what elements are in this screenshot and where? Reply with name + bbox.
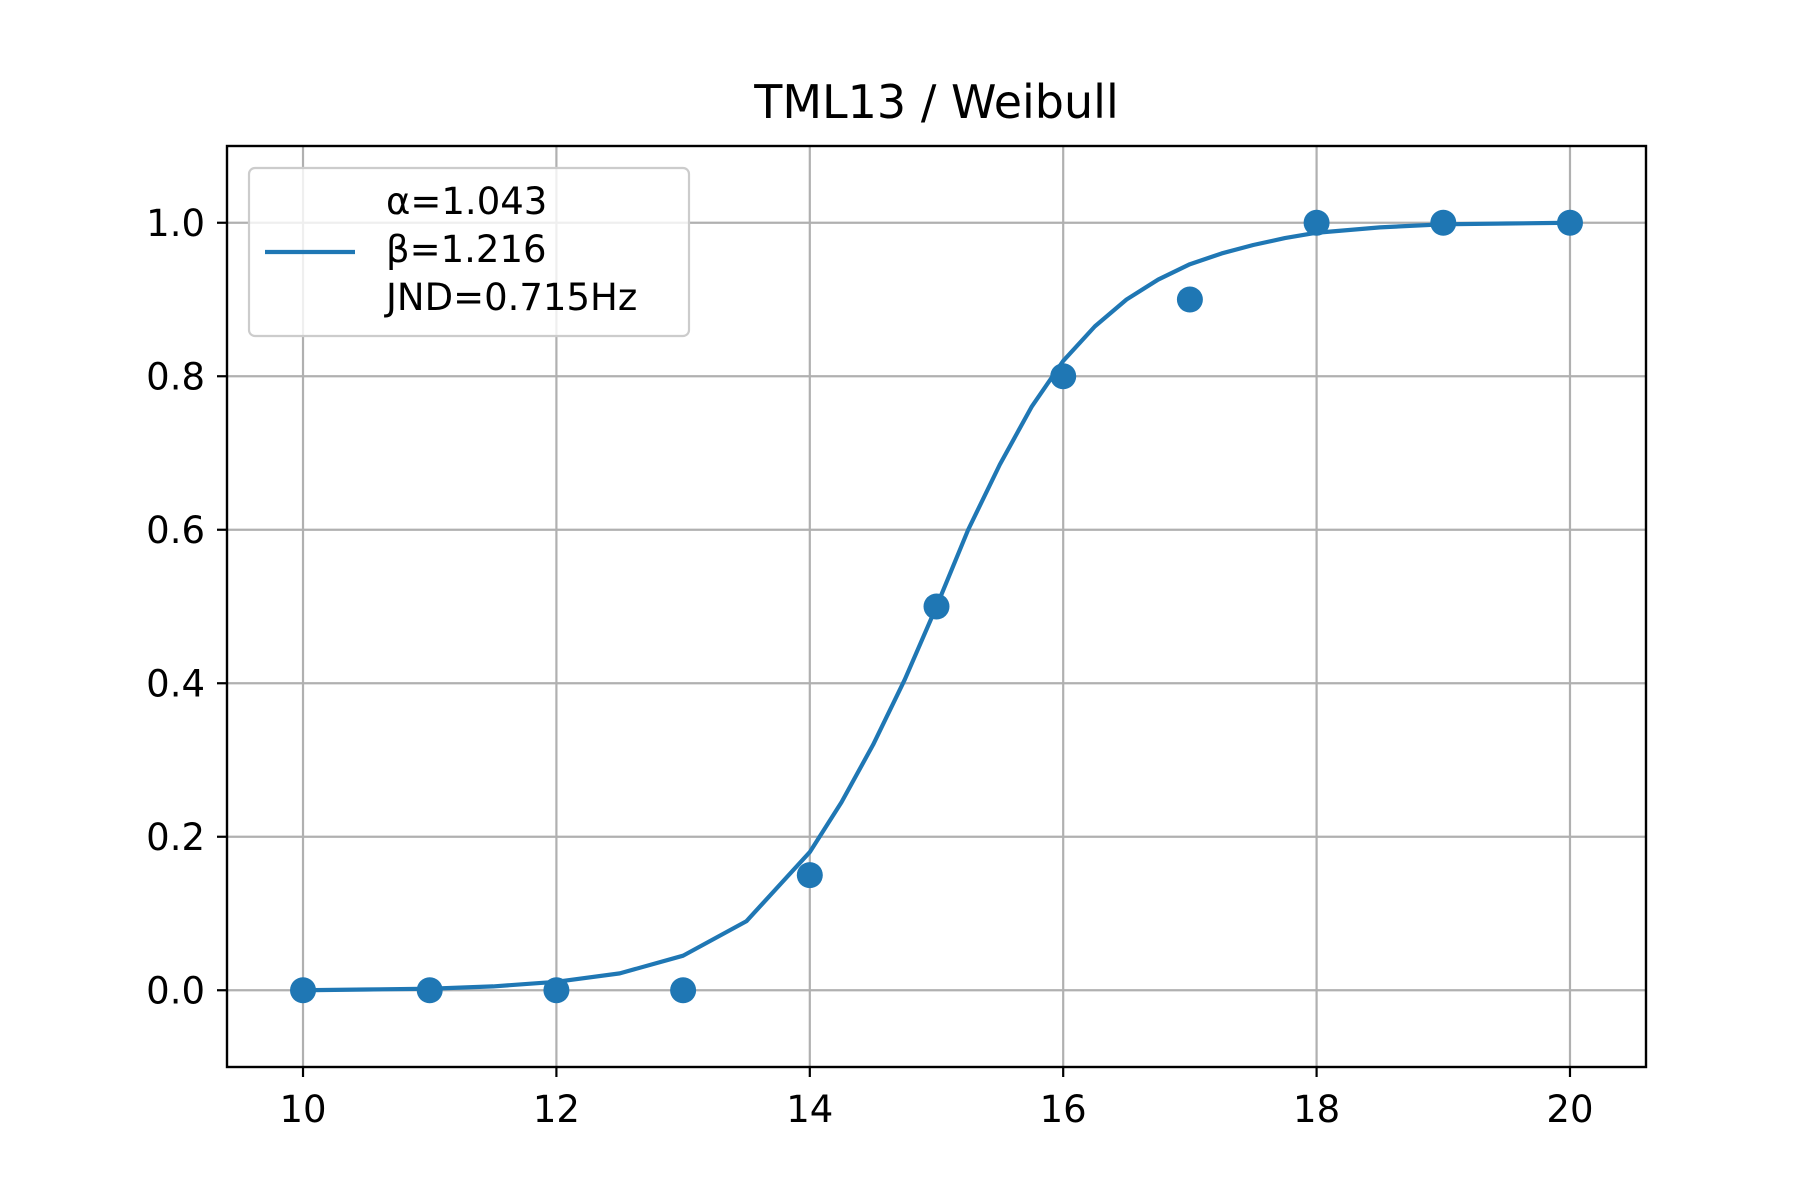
- data-points-layer: [290, 209, 1583, 1004]
- data-point: [290, 977, 317, 1004]
- legend: α=1.043 β=1.216 JND=0.715Hz: [247, 166, 691, 338]
- x-tick-label: 14: [786, 1088, 833, 1131]
- x-tick-label: 20: [1546, 1088, 1593, 1131]
- legend-alpha-label: α=1.043: [386, 180, 547, 223]
- x-tick-label: 10: [279, 1088, 326, 1131]
- x-tick-label: 18: [1293, 1088, 1340, 1131]
- y-tick-label: 0.6: [146, 509, 205, 552]
- weibull-fit-line: [300, 220, 1573, 993]
- data-point: [543, 977, 570, 1004]
- y-tick-label: 0.4: [146, 662, 205, 705]
- legend-beta-label: β=1.216: [386, 228, 547, 271]
- x-tick-label: 16: [1040, 1088, 1087, 1131]
- fit-curve-layer: [300, 220, 1573, 993]
- axes-frame: [225, 144, 1648, 1069]
- data-point: [796, 862, 823, 889]
- data-point: [923, 593, 950, 620]
- legend-box: [247, 166, 691, 338]
- data-point: [1556, 209, 1583, 236]
- x-tick-label: 12: [533, 1088, 580, 1131]
- data-point: [1050, 363, 1077, 390]
- y-tick-label: 1.0: [146, 202, 205, 245]
- y-tick-label: 0.2: [146, 816, 205, 859]
- data-point: [1303, 209, 1330, 236]
- data-point: [1176, 286, 1203, 313]
- legend-jnd-label: JND=0.715Hz: [384, 276, 637, 319]
- data-point: [670, 977, 697, 1004]
- ticks: 10 12 14 16 18 20 0.0 0.2 0.4 0.6 0.8 1.0: [146, 202, 1593, 1131]
- data-point: [1430, 209, 1457, 236]
- data-point: [416, 977, 443, 1004]
- chart-title: TML13 / Weibull: [753, 75, 1118, 129]
- y-tick-label: 0.8: [146, 355, 205, 398]
- y-tick-label: 0.0: [146, 969, 205, 1012]
